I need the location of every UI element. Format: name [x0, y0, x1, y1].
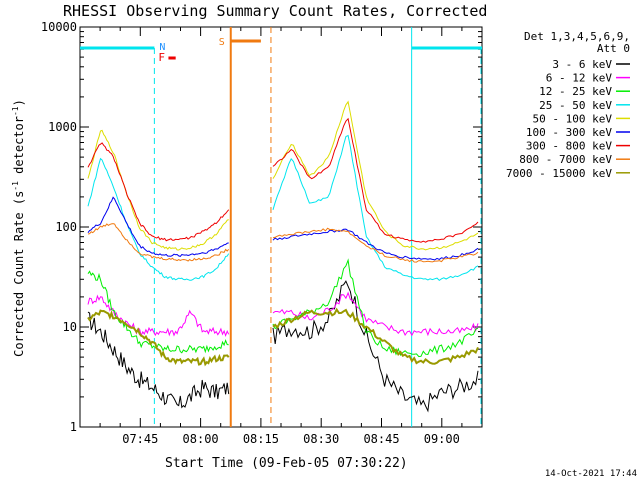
series-line-post-gap [272, 291, 479, 337]
y-tick-label: 1 [70, 420, 77, 434]
series-line-post-gap [272, 134, 479, 282]
legend-header-attenuator: Att 0 [597, 42, 630, 55]
timestamp: 14-Oct-2021 17:44 [545, 469, 637, 479]
series-line-pre-gap [87, 129, 229, 251]
saa-label: S [219, 37, 225, 48]
series-line-post-gap [272, 307, 479, 365]
flare-label: F [158, 51, 165, 64]
y-tick-label: 10 [63, 320, 77, 334]
chart-title: RHESSI Observing Summary Count Rates, Co… [63, 2, 487, 20]
series-line-pre-gap [87, 270, 229, 354]
series-line-pre-gap [87, 142, 230, 242]
series-line-post-gap [272, 100, 479, 251]
series-line-pre-gap [87, 223, 230, 262]
y-axis-label: Corrected Count Rate (s-1 detector-1) [11, 99, 26, 357]
x-tick-label: 08:30 [303, 432, 339, 446]
plot-frame [79, 26, 483, 428]
x-tick-label: 07:45 [122, 432, 158, 446]
legend-entry-label: 50 - 100 keV [533, 112, 613, 125]
x-tick-label: 08:15 [243, 432, 279, 446]
plot-area: 1 10 100 1000 10000 07:45 08:00 08:15 08:30 08:45… [41, 20, 483, 446]
legend-entry-label: 800 - 7000 keV [519, 153, 612, 166]
series-line-pre-gap [87, 309, 230, 367]
legend-entry-label: 100 - 300 keV [526, 126, 612, 139]
legend-entry-label: 25 - 50 keV [539, 99, 612, 112]
legend-entry-label: 3 - 6 keV [552, 58, 612, 71]
x-axis-label: Start Time (09-Feb-05 07:30:22) [165, 456, 408, 471]
y-tick-label: 1000 [48, 120, 77, 134]
night-label: N [159, 42, 165, 53]
series-line-post-gap [272, 228, 479, 261]
legend-entry-label: 6 - 12 keV [546, 72, 613, 85]
x-tick-label: 08:00 [183, 432, 219, 446]
series-line-post-gap [272, 258, 479, 358]
legend-header-detectors: Det 1,3,4,5,6,9, [524, 30, 630, 43]
x-tick-label: 09:00 [424, 432, 460, 446]
x-tick-label: 08:45 [363, 432, 399, 446]
y-tick-label: 10000 [41, 20, 77, 34]
legend-entry-label: 12 - 25 keV [539, 85, 612, 98]
series-line-pre-gap [87, 311, 230, 409]
series-line-post-gap [272, 280, 479, 413]
y-tick-label: 100 [55, 220, 77, 234]
series-line-post-gap [272, 227, 479, 263]
series-line-pre-gap [87, 157, 230, 281]
series-line-post-gap [272, 117, 479, 243]
legend-entry-label: 7000 - 15000 keV [506, 167, 612, 180]
legend-entry-label: 300 - 800 keV [526, 140, 612, 153]
series-line-pre-gap [87, 196, 229, 257]
